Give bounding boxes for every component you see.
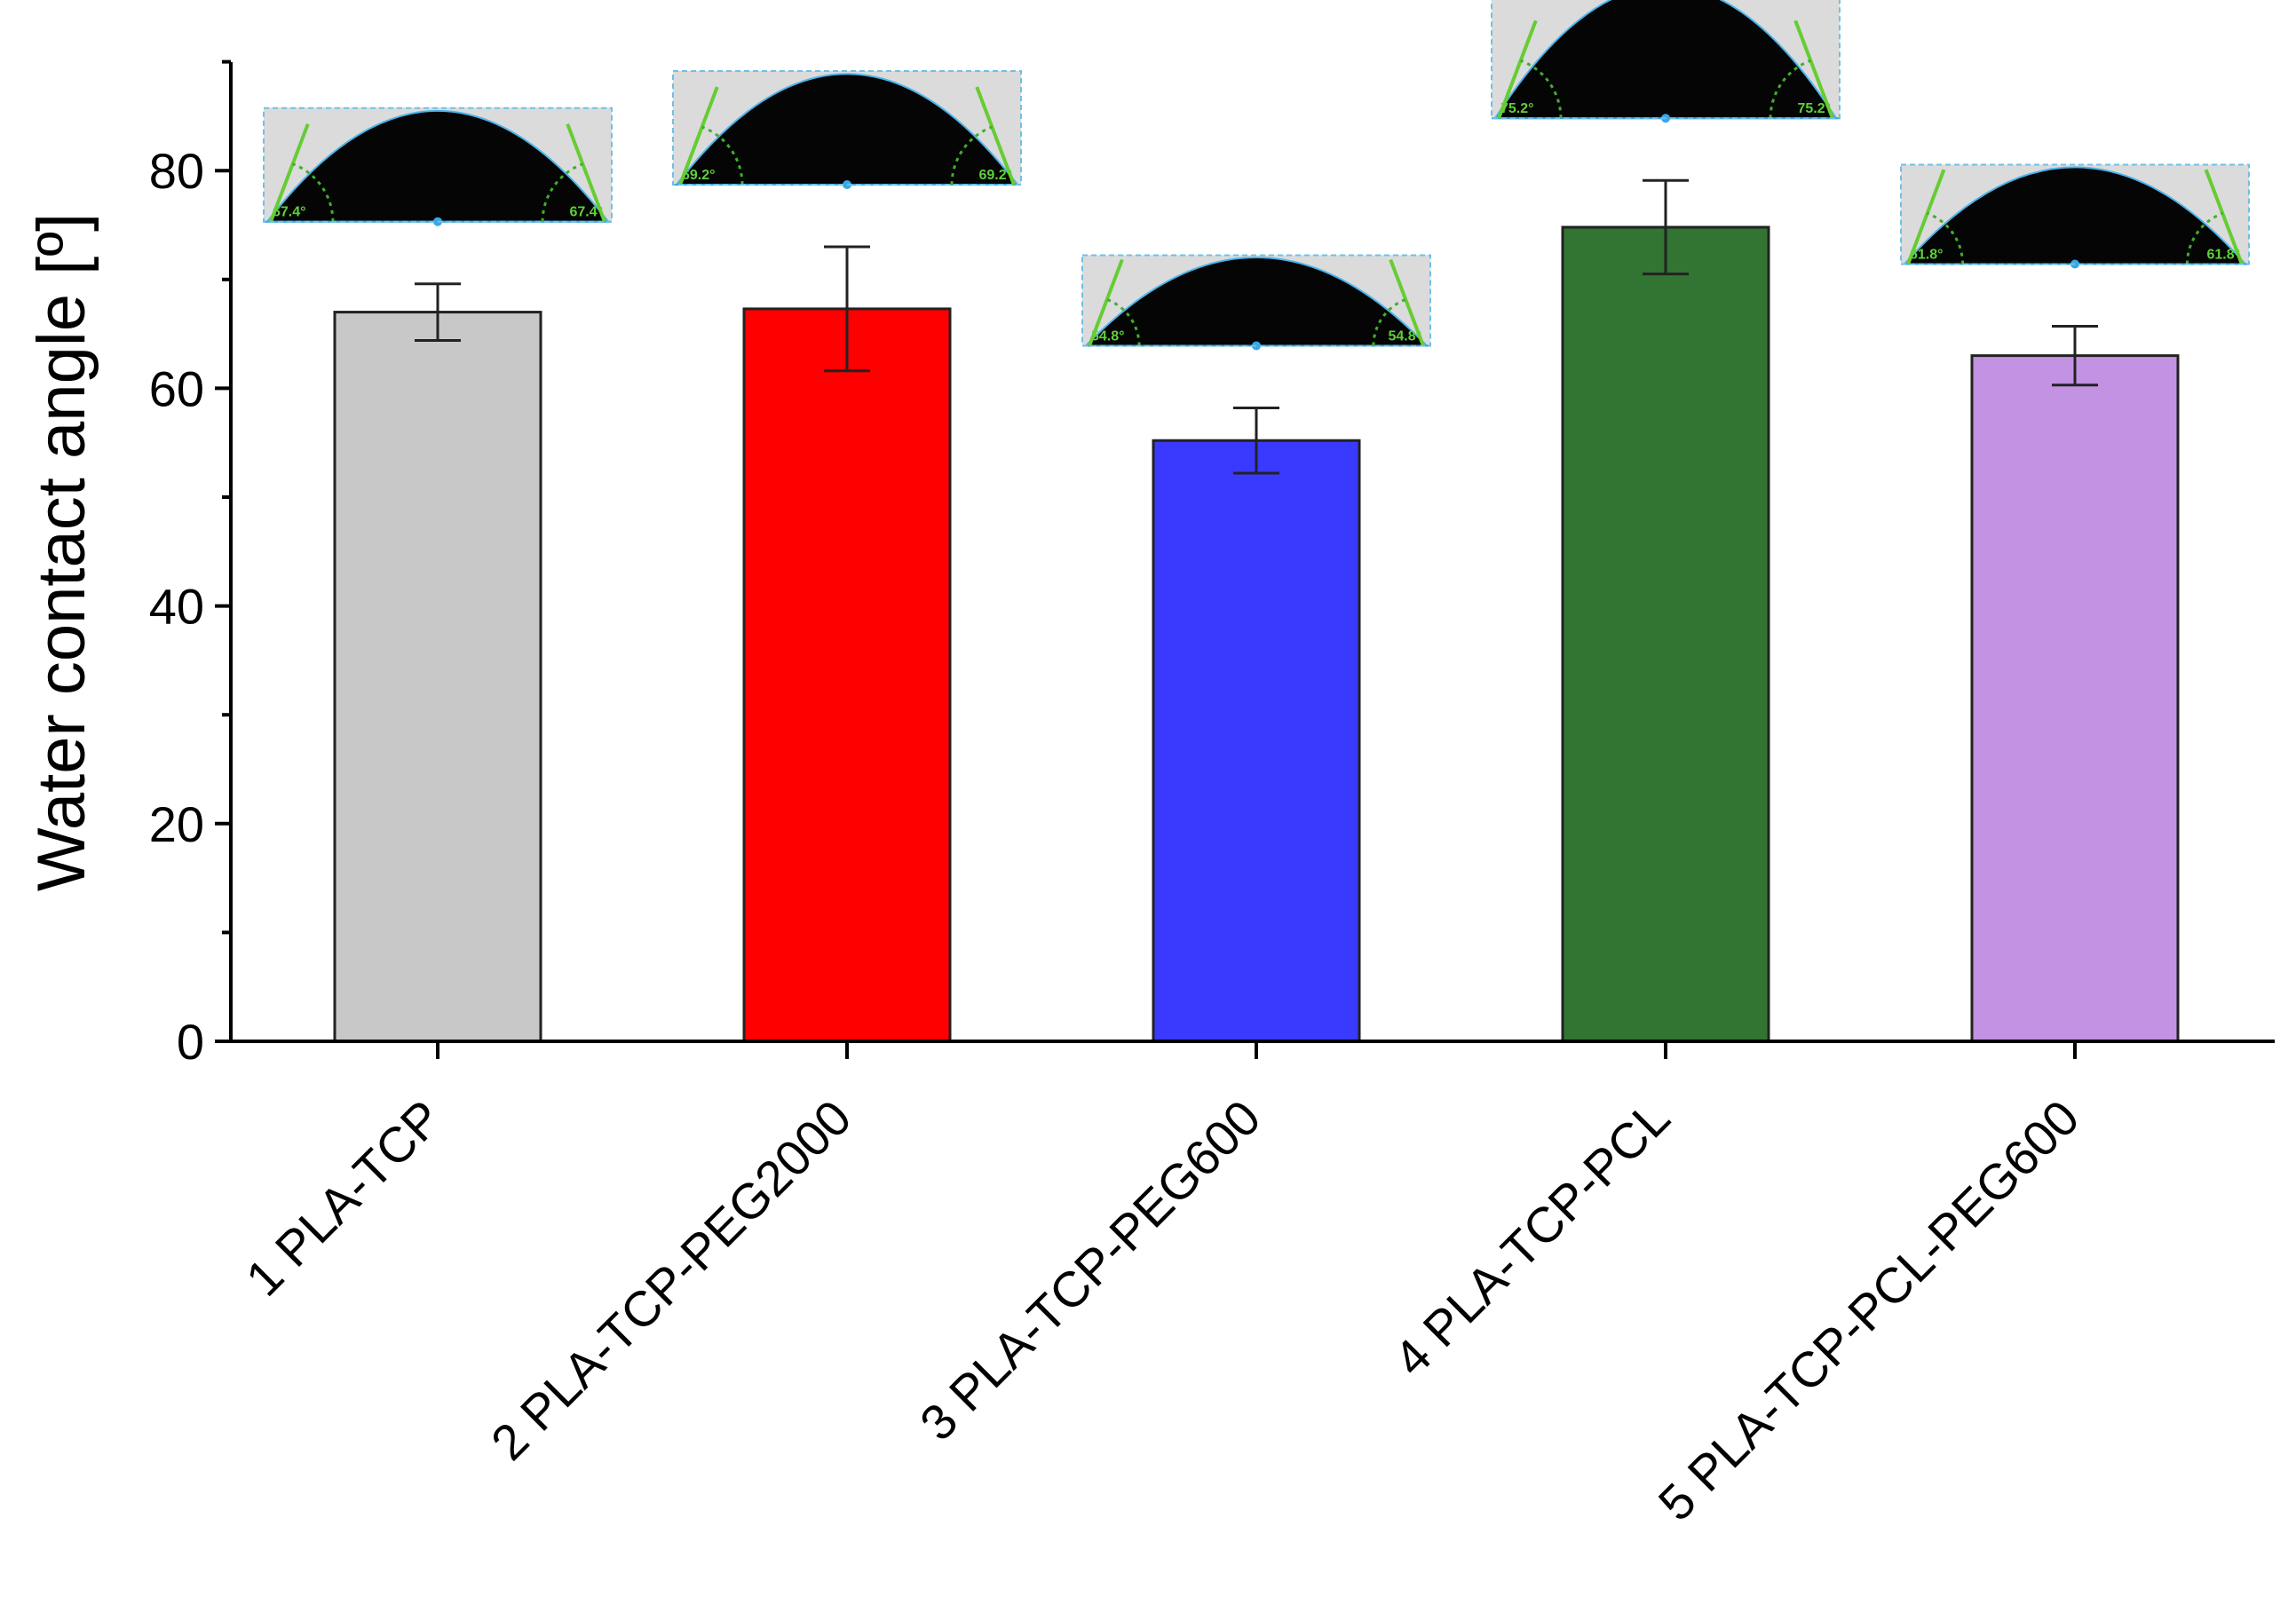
angle-label-right: 75.2° [1797, 101, 1831, 116]
y-tick-label: 20 [149, 796, 204, 852]
x-ticks: 1 PLA-TCP 2 PLA-TCP-PEG2000 3 PLA-TCP-PEG6… [235, 1041, 2090, 1531]
droplet-inset-3: 54.8° 54.8° [1081, 254, 1431, 351]
angle-arc-left [1519, 59, 1563, 119]
tangent-line-left [678, 86, 719, 186]
y-ticks: 0 20 40 60 80 [149, 59, 231, 1070]
angle-label-left: 67.4° [273, 205, 306, 220]
angle-arc-right [2185, 211, 2223, 265]
error-bars [415, 178, 2098, 475]
bar-5 [1970, 354, 2180, 1043]
angle-arc-right [950, 125, 994, 186]
x-tick-label-1: 1 PLA-TCP [235, 1089, 453, 1307]
angle-arc-right [1769, 59, 1812, 119]
axes [229, 62, 2275, 1043]
droplet-shape [1902, 166, 2248, 265]
inset-frame [672, 70, 1022, 186]
tangent-line-right [1389, 258, 1425, 347]
tangent-line-left [1088, 258, 1124, 347]
y-tick-label: 40 [149, 579, 204, 635]
angle-label-left: 61.8° [1910, 248, 1944, 263]
y-axis-label: Water contact angle [º] [24, 213, 99, 891]
bar-1 [333, 311, 542, 1043]
angle-label-right: 67.4° [569, 205, 603, 220]
angle-label-left: 54.8° [1091, 328, 1125, 344]
tangent-line-left [269, 123, 310, 223]
x-tick-label-5: 5 PLA-TCP-PCL-PEG600 [1648, 1089, 2090, 1531]
angle-arc-left [1927, 211, 1965, 265]
droplet-shape [265, 109, 611, 223]
angle-label-right: 61.8° [2206, 248, 2240, 263]
inset-frame [1081, 254, 1431, 347]
tangent-line-right [566, 123, 606, 223]
angle-label-right: 54.8° [1388, 328, 1421, 344]
x-tick-label-2: 2 PLA-TCP-PEG2000 [480, 1089, 862, 1471]
y-tick-label: 0 [177, 1014, 204, 1070]
y-tick-label: 60 [149, 360, 204, 416]
angle-arc-left [701, 125, 744, 186]
inset-frame [1900, 163, 2250, 265]
bar-3 [1152, 439, 1361, 1043]
tangent-line-right [975, 86, 1016, 186]
droplet-shape [1493, 0, 1838, 120]
x-tick-label-3: 3 PLA-TCP-PEG600 [909, 1089, 1271, 1451]
droplet-inset-2: 69.2° 69.2° [672, 70, 1022, 190]
angle-arc-left [291, 162, 335, 222]
angle-label-left: 75.2° [1500, 101, 1534, 116]
droplet-shape [1083, 257, 1429, 347]
angle-arc-right [541, 162, 584, 222]
x-tick-label-4: 4 PLA-TCP-PCL [1382, 1089, 1680, 1387]
droplet-shape [674, 73, 1020, 186]
droplet-inset-5: 61.8° 61.8° [1900, 163, 2250, 269]
angle-label-right: 69.2° [978, 168, 1012, 183]
inset-frame [1491, 0, 1841, 120]
droplet-insets: 67.4° 67.4°69.2° 69.2°54.8° 54.8°75.2° 75.2°… [263, 0, 2250, 351]
droplet-inset-4: 75.2° 75.2° [1491, 0, 1841, 123]
tangent-line-right [1793, 20, 1834, 119]
tangent-line-left [1497, 20, 1538, 119]
bars [333, 225, 2180, 1043]
inset-frame [263, 107, 613, 223]
y-tick-label: 80 [149, 143, 204, 199]
tangent-line-right [2204, 169, 2244, 265]
tangent-line-left [1906, 169, 1946, 265]
bar-2 [742, 307, 952, 1043]
bar-4 [1561, 225, 1770, 1043]
droplet-inset-1: 67.4° 67.4° [263, 107, 613, 226]
angle-label-left: 69.2° [682, 168, 716, 183]
